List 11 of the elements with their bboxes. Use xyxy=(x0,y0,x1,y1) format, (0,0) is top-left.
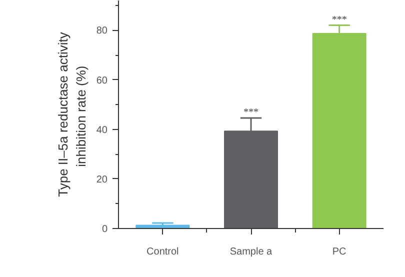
y-tick-label: 40 xyxy=(96,124,108,136)
annotation: *** xyxy=(332,14,347,26)
y-tick-label: 80 xyxy=(96,26,108,37)
y-tick-label: 60 xyxy=(96,75,108,86)
x-tick-label: Sample a xyxy=(230,246,273,258)
y-tick-label: 20 xyxy=(96,174,108,186)
annotation: *** xyxy=(244,106,258,118)
y-axis-title: Type II–5a reductase activity inhibition rate (%) xyxy=(55,32,88,197)
x-tick-label: Control xyxy=(146,246,179,258)
x-tick-label: PC xyxy=(332,246,346,258)
y-tick-label: 0 xyxy=(102,224,108,235)
